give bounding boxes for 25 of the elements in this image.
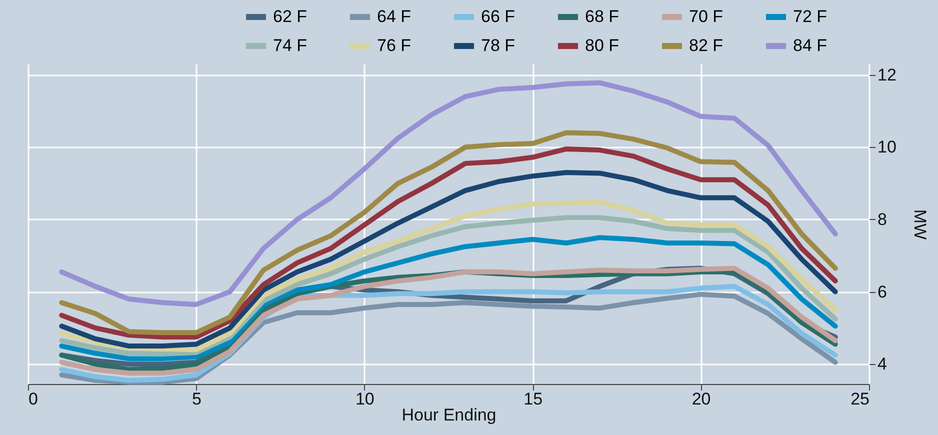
y-tick-label: 12 bbox=[878, 65, 896, 84]
x-axis-title: Hour Ending bbox=[402, 406, 496, 424]
x-tick-label: 5 bbox=[192, 390, 202, 408]
legend-label: 80 F bbox=[585, 36, 620, 55]
legend-label: 84 F bbox=[793, 36, 828, 55]
x-tick-label: 15 bbox=[524, 390, 543, 408]
legend-label: 74 F bbox=[273, 36, 308, 55]
legend-label: 68 F bbox=[585, 7, 620, 26]
y-tick-label: 4 bbox=[878, 354, 887, 374]
legend-label: 82 F bbox=[689, 36, 724, 55]
legend-label: 66 F bbox=[481, 7, 516, 26]
legend-label: 72 F bbox=[793, 7, 828, 26]
legend-label: 70 F bbox=[689, 7, 724, 26]
x-tick-label: 25 bbox=[850, 390, 870, 408]
x-tick-label: 10 bbox=[355, 390, 374, 408]
legend-label: 62 F bbox=[273, 7, 308, 26]
legend-label: 78 F bbox=[481, 36, 516, 55]
y-axis-title: MW bbox=[910, 209, 930, 240]
legend-label: 64 F bbox=[377, 7, 412, 26]
x-tick-label: 20 bbox=[692, 390, 711, 408]
y-tick-label: 8 bbox=[878, 210, 887, 229]
y-tick-label: 6 bbox=[878, 282, 887, 302]
x-tick-label: 0 bbox=[28, 390, 38, 408]
y-tick-label: 10 bbox=[878, 138, 896, 157]
legend-label: 76 F bbox=[377, 36, 412, 55]
